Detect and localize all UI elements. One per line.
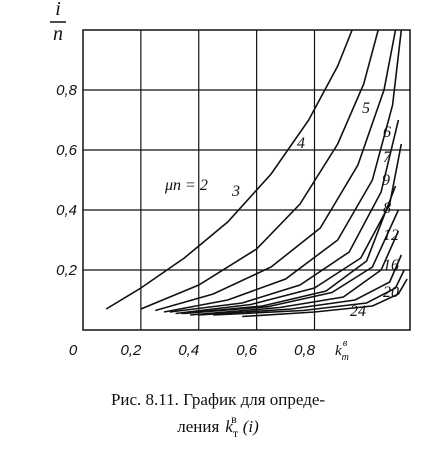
curve — [184, 209, 400, 315]
x-tick-label: 0,8 — [294, 342, 316, 359]
x-tick-label: 0,4 — [178, 342, 199, 359]
curve — [242, 278, 408, 318]
curve — [155, 29, 397, 312]
y-tick-label: 0,8 — [56, 82, 78, 99]
curve-label: 7 — [383, 149, 392, 166]
y-label-num: i — [55, 0, 61, 20]
curve-label: 16 — [383, 257, 399, 274]
curve-label: 4 — [297, 135, 305, 152]
x-tick-label: 0,2 — [120, 342, 142, 359]
y-tick-label: 0,4 — [56, 202, 77, 219]
curve-label: 3 — [231, 183, 240, 200]
curve-label: 6 — [383, 124, 391, 141]
curve-label: 8 — [383, 200, 391, 217]
y-label-den: n — [53, 23, 63, 45]
x-label: kтв — [335, 338, 349, 363]
x-tick-label: 0,6 — [236, 342, 258, 359]
y-tick-label: 0,6 — [56, 142, 78, 159]
curve — [190, 230, 400, 316]
curve — [169, 119, 400, 313]
curve-label: 5 — [362, 100, 370, 117]
caption-line: Рис. 8.11. График для опреде- — [111, 390, 325, 409]
plot-frame — [82, 29, 411, 331]
curve — [198, 254, 403, 316]
curve-label: 9 — [382, 172, 390, 189]
y-tick-label: 0,2 — [56, 262, 78, 279]
curve-label: 12 — [383, 227, 399, 244]
curve-label: 20 — [383, 284, 399, 301]
x-tick-label: 0 — [69, 342, 78, 359]
curve — [163, 29, 403, 313]
curve-label: 24 — [350, 303, 366, 320]
curve — [213, 269, 405, 316]
curve — [140, 29, 379, 310]
curve-label: μn = 2 — [164, 177, 208, 194]
curve — [105, 29, 353, 310]
caption-line: ления kтв (i) — [177, 412, 259, 440]
